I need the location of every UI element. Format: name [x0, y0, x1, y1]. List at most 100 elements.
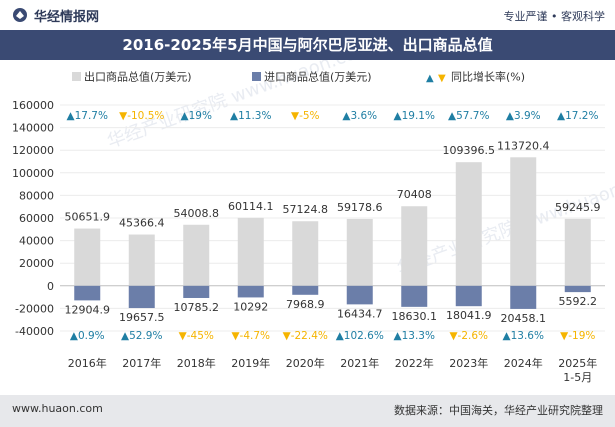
export-growth-value: 17.2%	[565, 110, 598, 122]
export-value-label: 54008.8	[174, 207, 220, 220]
tagline: 专业严谨 • 客观科学	[503, 10, 605, 23]
export-value-label: 45366.4	[119, 217, 165, 230]
y-tick-label: -20000	[15, 302, 54, 315]
header: 华经情报网 专业严谨 • 客观科学	[0, 0, 615, 30]
import-growth-value: -45%	[187, 330, 214, 342]
import-growth-value: -22.4%	[291, 330, 328, 342]
down-arrow-icon: ▼	[283, 330, 292, 342]
y-tick-label: -40000	[15, 325, 54, 338]
data-source: 数据来源：中国海关，华经产业研究院整理	[394, 404, 603, 417]
import-growth-label: ▲102.6%	[336, 330, 384, 342]
footer: www.huaon.com 数据来源：中国海关，华经产业研究院整理	[0, 395, 615, 427]
legend-import-swatch	[252, 72, 261, 81]
x-tick-label: 2020年	[286, 356, 325, 370]
export-growth-value: -5%	[299, 110, 319, 122]
export-growth-value: 11.3%	[238, 110, 271, 122]
x-tick-label: 2018年	[177, 356, 216, 370]
import-bar	[292, 285, 319, 295]
export-bar	[564, 218, 591, 286]
import-value-label: 19657.5	[119, 311, 165, 324]
import-bar	[455, 285, 482, 307]
export-growth-label: ▲17.2%	[557, 110, 598, 122]
import-bar	[564, 285, 591, 293]
import-value-label: 18041.9	[446, 309, 492, 322]
import-growth-value: 13.3%	[402, 330, 435, 342]
export-value-label: 70408	[397, 188, 432, 201]
down-arrow-icon: ▼	[179, 330, 188, 342]
y-tick-label: 140000	[12, 122, 54, 135]
import-bar	[183, 285, 210, 298]
up-arrow-icon: ▲	[336, 330, 345, 342]
legend-up-arrow-icon: ▲	[426, 73, 434, 84]
export-value-label: 113720.4	[497, 139, 550, 152]
x-tick-label: 2019年	[231, 356, 270, 370]
import-growth-label: ▲13.6%	[503, 330, 544, 342]
export-growth-label: ▲57.7%	[448, 110, 489, 122]
up-arrow-icon: ▲	[503, 330, 512, 342]
export-growth-label: ▲3.9%	[506, 110, 541, 122]
legend-export-label: 出口商品总值(万美元)	[84, 70, 192, 84]
import-value-label: 12904.9	[65, 303, 111, 316]
export-growth-label: ▲3.6%	[342, 110, 377, 122]
export-value-label: 57124.8	[283, 203, 329, 216]
chart-svg: 华经产业研究院 www.huaon.com 华经产业研究院 www.huaon.…	[12, 60, 615, 384]
y-axis: 160000 140000 120000 100000 80000 60000 40000 2…	[12, 99, 54, 338]
export-growth-label: ▲17.7%	[67, 110, 108, 122]
import-growth-value: 52.9%	[129, 330, 162, 342]
import-growth-label: ▼-4.7%	[231, 330, 270, 342]
down-arrow-icon: ▼	[560, 330, 569, 342]
export-growth-value: 57.7%	[456, 110, 489, 122]
export-growth-value: 17.7%	[75, 110, 108, 122]
import-bar	[128, 285, 155, 309]
export-bar	[401, 206, 428, 286]
export-growth-label: ▼-5%	[291, 110, 320, 122]
import-growth-value: 102.6%	[344, 330, 384, 342]
legend-export-swatch	[72, 72, 81, 81]
down-arrow-icon: ▼	[449, 330, 458, 342]
import-value-label: 10292	[233, 300, 268, 313]
export-growth-label: ▲11.3%	[230, 110, 271, 122]
import-bar	[401, 285, 428, 307]
import-value-label: 10785.2	[174, 301, 220, 314]
export-growth-value: 3.6%	[350, 110, 377, 122]
export-bar	[237, 217, 264, 286]
import-bar	[510, 285, 537, 309]
import-growth-label: ▲13.3%	[394, 330, 435, 342]
export-growth-label: ▲19%	[181, 110, 212, 122]
x-tick-label: 2022年	[395, 356, 434, 370]
export-value-label: 59178.6	[337, 201, 383, 214]
chart-title: 2016-2025年5月中国与阿尔巴尼亚进、出口商品总值	[122, 36, 493, 54]
import-growth-label: ▼-45%	[179, 330, 214, 342]
data-labels: 50651.912904.9▲17.7%▲0.9%45366.419657.5▼…	[65, 110, 601, 342]
export-growth-value: -10.5%	[127, 110, 164, 122]
export-bar	[510, 157, 537, 286]
export-value-label: 59245.9	[555, 201, 601, 214]
huajing-logo-icon	[13, 8, 27, 22]
up-arrow-icon: ▲	[181, 110, 190, 122]
export-growth-label: ▼-10.5%	[119, 110, 164, 122]
export-bar	[183, 224, 210, 286]
export-bar	[455, 162, 482, 286]
x-axis: 2016年 2017年 2018年 2019年 2020年 2021年 2022年 2023年…	[68, 356, 598, 384]
import-value-label: 16434.7	[337, 307, 383, 320]
down-arrow-icon: ▼	[231, 330, 240, 342]
export-bar	[346, 218, 373, 286]
bars	[74, 157, 591, 309]
export-bar	[74, 228, 101, 286]
export-value-label: 50651.9	[65, 211, 111, 224]
x-tick-label: 2023年	[449, 356, 488, 370]
y-tick-label: 60000	[19, 212, 54, 225]
y-tick-label: 160000	[12, 99, 54, 112]
import-growth-label: ▼-2.6%	[449, 330, 488, 342]
up-arrow-icon: ▲	[70, 330, 79, 342]
import-bar	[237, 285, 264, 298]
export-bar	[128, 234, 155, 286]
export-growth-value: 3.9%	[514, 110, 541, 122]
export-growth-value: 19%	[189, 110, 212, 122]
import-growth-value: 13.6%	[511, 330, 544, 342]
import-value-label: 5592.2	[559, 295, 598, 308]
x-tick-label: 2025年	[558, 356, 597, 370]
y-tick-label: 80000	[19, 189, 54, 202]
import-growth-value: -4.7%	[240, 330, 270, 342]
